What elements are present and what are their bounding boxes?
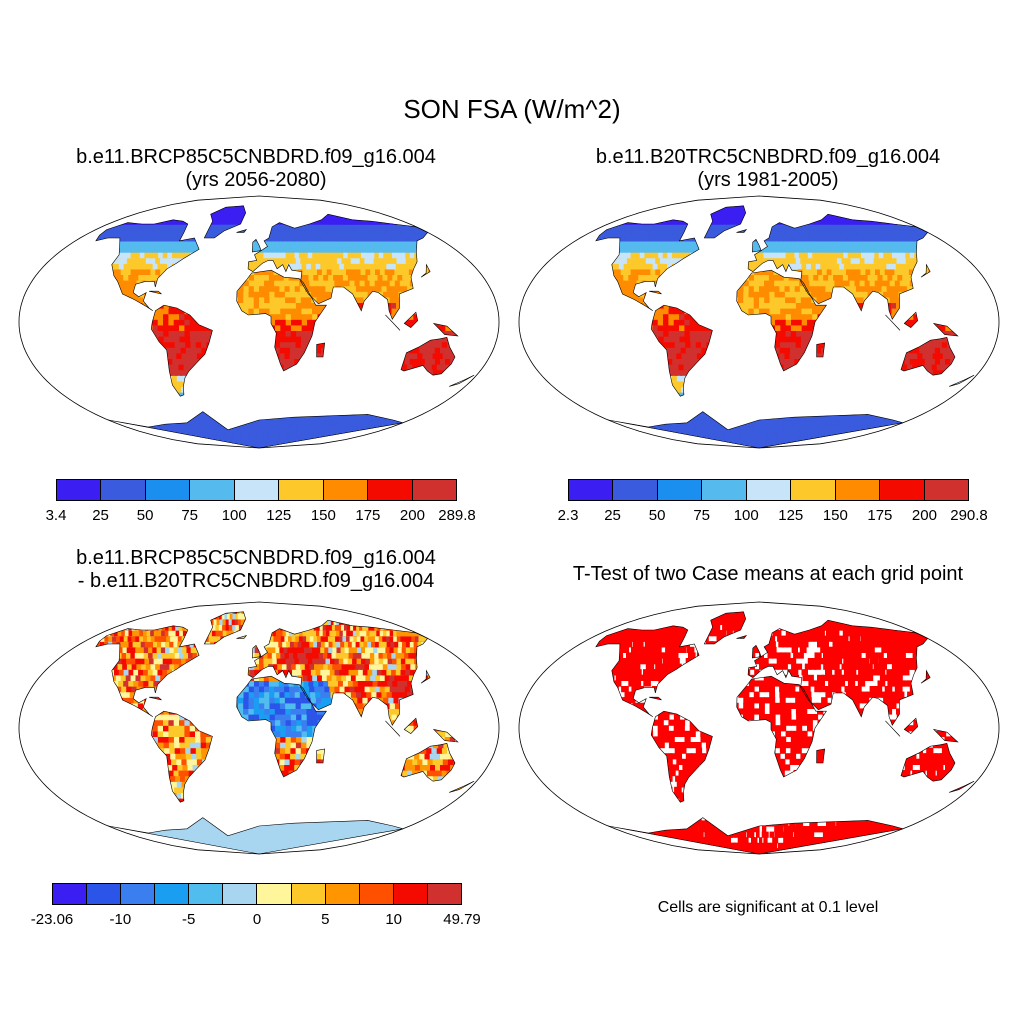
map-panel-2	[518, 195, 1000, 449]
colorbar-swatch	[145, 480, 191, 500]
colorbar-tick-label: -23.06	[30, 911, 74, 928]
colorbar-swatch	[880, 480, 925, 500]
colorbar-tick-label: 49.79	[443, 911, 481, 928]
colorbar-tick-label: 290.8	[950, 507, 988, 524]
coastlines	[595, 205, 975, 449]
colorbar-swatch	[835, 480, 881, 500]
colorbar-tick-label: 100	[733, 507, 759, 524]
colorbar-tick-label: 150	[310, 507, 336, 524]
colorbar-tick-label: 200	[911, 507, 937, 524]
coastlines	[95, 611, 475, 855]
colorbar-swatch	[189, 884, 224, 904]
map-frame	[518, 601, 1000, 855]
colorbar-swatch	[121, 884, 156, 904]
colorbar-panel-1-labels: 3.4 25 50 75 100 125 150 175 200 289.8	[46, 507, 476, 527]
colorbar-panel-3-labels: -23.06 -10 -5 0 5 10 49.79	[31, 911, 481, 931]
panel-3-title-line2: - b.e11.B20TRC5CNBDRD.f09_g16.004	[77, 570, 435, 592]
colorbar-tick-label: 0	[252, 911, 262, 928]
colorbar-tick-label: 100	[221, 507, 247, 524]
colorbar-swatch	[569, 480, 614, 500]
colorbar-panel-2-labels: 2.3 25 50 75 100 125 150 175 200 290.8	[558, 507, 988, 527]
panel-1-title-line1: b.e11.BRCP85C5CNBDRD.f09_g16.004	[76, 146, 436, 168]
colorbar-tick-label: 150	[822, 507, 848, 524]
colorbar-swatch	[791, 480, 836, 500]
colorbar-swatch	[291, 884, 326, 904]
colorbar-swatch	[257, 884, 292, 904]
colorbar-swatch	[87, 884, 122, 904]
colorbar-swatch	[57, 480, 102, 500]
panel-4-title-line1: T-Test of two Case means at each grid po…	[572, 563, 964, 585]
ocean	[519, 196, 999, 448]
panel-4-title: T-Test of two Case means at each grid po…	[512, 563, 1024, 586]
coastlines	[595, 611, 975, 855]
map-frame	[518, 195, 1000, 449]
colorbar-swatch	[746, 480, 792, 500]
colorbar-swatch	[702, 480, 747, 500]
colorbar-tick-label: 50	[136, 507, 154, 524]
colorbar-swatch	[155, 884, 190, 904]
colorbar-tick-label: 10	[385, 911, 402, 928]
colorbar-swatch	[279, 480, 324, 500]
colorbar-panel-1	[56, 479, 457, 501]
map-panel-3	[18, 601, 500, 855]
colorbar-tick-label: 75	[181, 507, 198, 524]
colorbar-swatch	[393, 884, 428, 904]
ocean	[19, 196, 499, 448]
significance-note: Cells are significant at 0.1 level	[657, 899, 879, 916]
panel-1-title-line2: (yrs 2056-2080)	[185, 169, 327, 191]
colorbar-panel-3	[52, 883, 462, 905]
colorbar-swatch	[359, 884, 394, 904]
colorbar-tick-label: 175	[867, 507, 893, 524]
colorbar-tick-label: 125	[266, 507, 292, 524]
map-panel-4	[518, 601, 1000, 855]
colorbar-tick-label: 2.3	[557, 507, 579, 524]
colorbar-swatch	[190, 480, 235, 500]
map-panel-1	[18, 195, 500, 449]
panel-1-title: b.e11.BRCP85C5CNBDRD.f09_g16.004 (yrs 20…	[0, 146, 512, 192]
colorbar-tick-label: 25	[604, 507, 621, 524]
coastlines	[95, 205, 475, 449]
figure-title: SON FSA (W/m^2)	[403, 94, 621, 124]
colorbar-tick-label: 25	[92, 507, 109, 524]
map-frame	[18, 601, 500, 855]
colorbar-swatch	[657, 480, 703, 500]
colorbar-swatch	[427, 884, 461, 904]
colorbar-tick-label: -10	[109, 911, 132, 928]
colorbar-tick-label: 50	[648, 507, 666, 524]
colorbar-tick-label: 3.4	[45, 507, 67, 524]
colorbar-tick-label: 200	[399, 507, 425, 524]
map-frame	[18, 195, 500, 449]
ocean	[519, 602, 999, 854]
colorbar-swatch	[368, 480, 413, 500]
panel-2-title-line2: (yrs 1981-2005)	[697, 169, 839, 191]
colorbar-tick-label: -5	[181, 911, 196, 928]
colorbar-swatch	[101, 480, 146, 500]
panel-2-title: b.e11.B20TRC5CNBDRD.f09_g16.004 (yrs 198…	[512, 146, 1024, 192]
colorbar-tick-label: 125	[778, 507, 804, 524]
colorbar-swatch	[53, 884, 88, 904]
colorbar-swatch	[325, 884, 360, 904]
colorbar-tick-label: 75	[693, 507, 710, 524]
panel-2-title-line1: b.e11.B20TRC5CNBDRD.f09_g16.004	[595, 146, 941, 168]
colorbar-swatch	[924, 480, 968, 500]
colorbar-swatch	[234, 480, 280, 500]
panel-3-title: b.e11.BRCP85C5CNBDRD.f09_g16.004 - b.e11…	[0, 547, 512, 593]
colorbar-tick-label: 289.8	[438, 507, 476, 524]
colorbar-swatch	[223, 884, 258, 904]
colorbar-tick-label: 5	[321, 911, 330, 928]
colorbar-swatch	[412, 480, 456, 500]
panel-3-title-line1: b.e11.BRCP85C5CNBDRD.f09_g16.004	[76, 547, 436, 569]
colorbar-swatch	[613, 480, 658, 500]
ocean	[19, 602, 499, 854]
colorbar-swatch	[323, 480, 369, 500]
colorbar-panel-2	[568, 479, 969, 501]
colorbar-tick-label: 175	[355, 507, 381, 524]
